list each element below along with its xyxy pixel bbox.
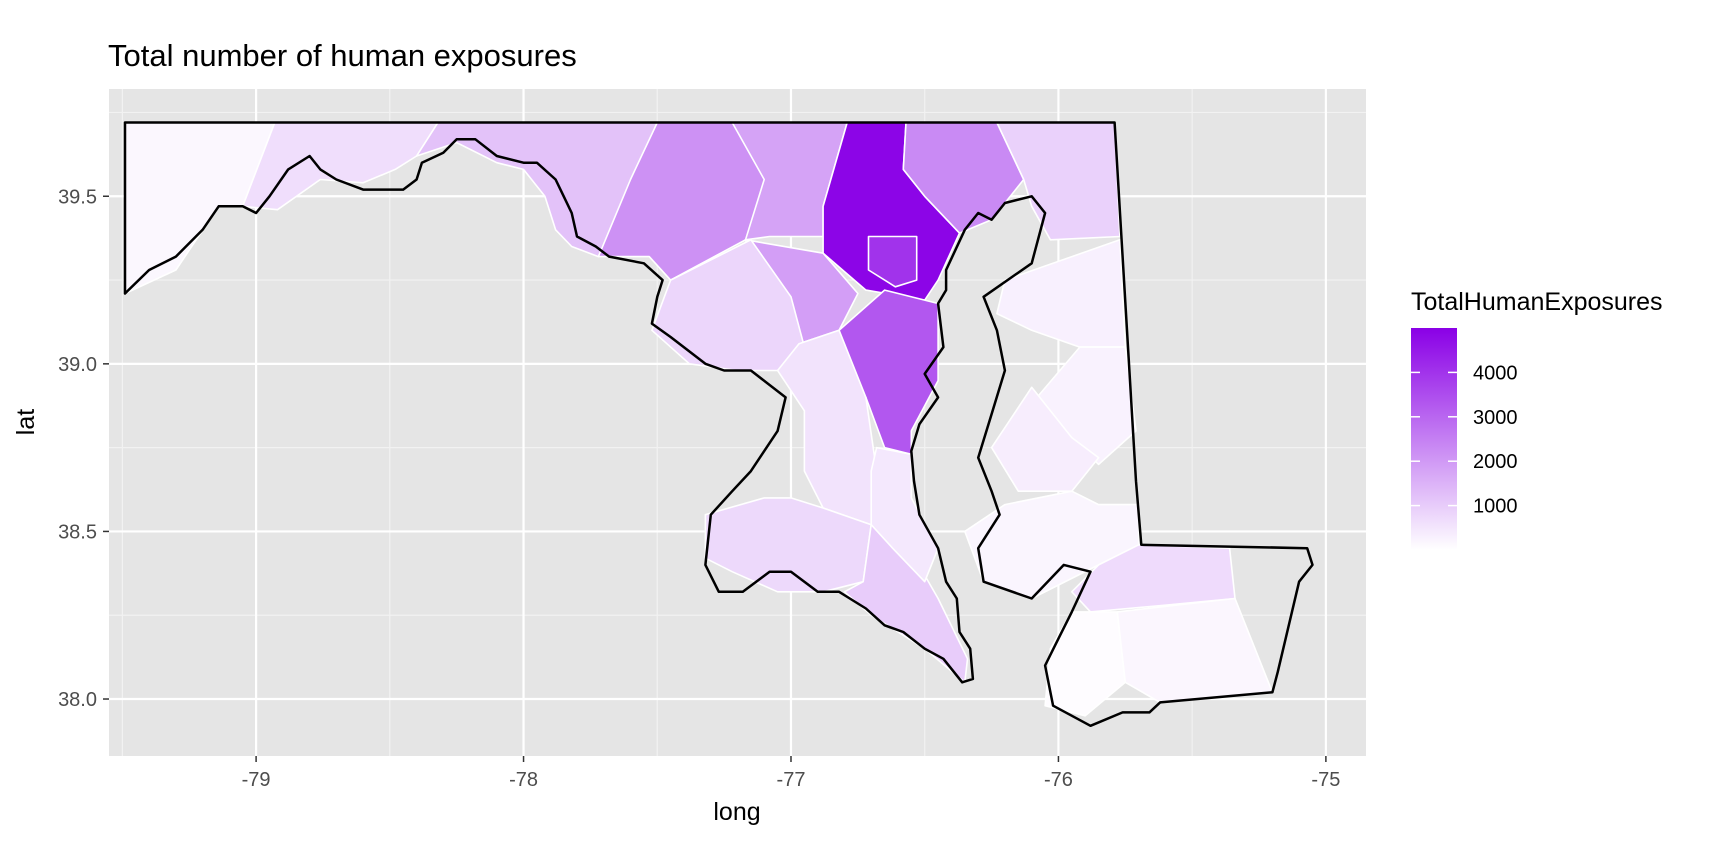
legend-title: TotalHumanExposures: [1411, 288, 1663, 316]
x-tick-label: -78: [509, 769, 538, 791]
x-tick-label: -79: [242, 769, 271, 791]
county-region: [870, 446, 939, 583]
x-axis: -79 -78 -77 -76 -75: [242, 756, 1340, 791]
legend: TotalHumanExposures 1000 2000 3000 4000: [1411, 288, 1663, 550]
state-outline: [123, 121, 1314, 728]
y-tick-label: 38.5: [58, 521, 97, 543]
county-region: [704, 497, 872, 593]
x-tick-label: -76: [1044, 769, 1073, 791]
y-axis: 38.0 38.5 39.0 39.5: [58, 186, 109, 711]
x-axis-title: long: [713, 798, 760, 826]
county-region: [964, 490, 1140, 600]
y-tick-label: 38.0: [58, 689, 97, 711]
legend-colorbar: [1411, 328, 1457, 550]
legend-label: 1000: [1473, 496, 1518, 518]
plot-panel: [109, 89, 1366, 756]
legend-label: 2000: [1473, 451, 1518, 473]
county-region: [867, 235, 918, 288]
y-tick-label: 39.5: [58, 186, 97, 208]
major-gridlines: [109, 89, 1366, 756]
plot-title: Total number of human exposures: [108, 38, 577, 73]
legend-label: 4000: [1473, 362, 1518, 384]
x-tick-label: -75: [1311, 769, 1340, 791]
legend-ticks: 1000 2000 3000 4000: [1411, 362, 1518, 518]
y-tick-label: 39.0: [58, 354, 97, 376]
y-axis-title: lat: [12, 409, 40, 435]
x-tick-label: -77: [777, 769, 806, 791]
legend-label: 3000: [1473, 407, 1518, 429]
